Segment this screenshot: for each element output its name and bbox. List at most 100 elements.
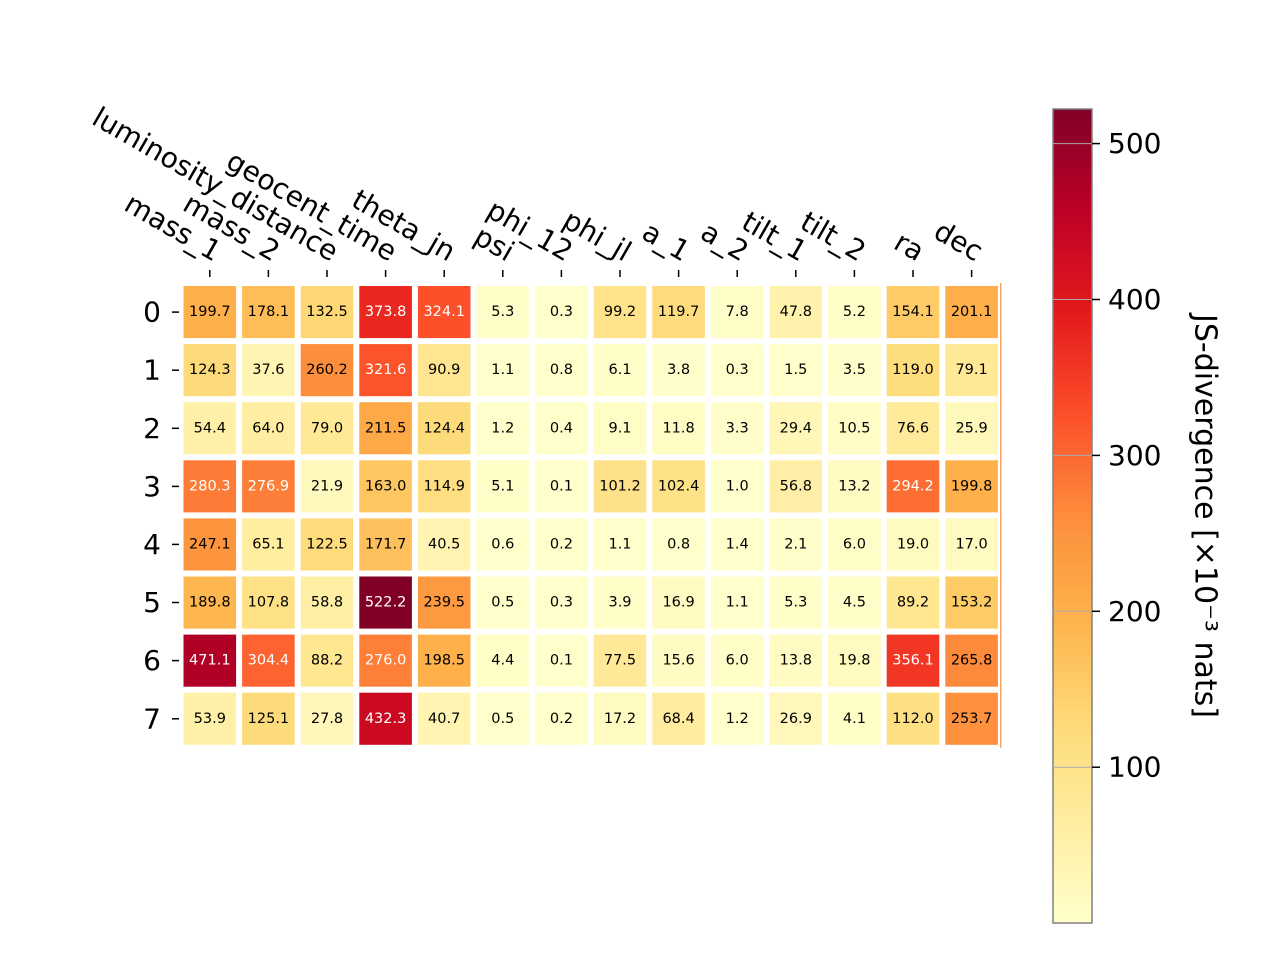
heatmap-cell bbox=[652, 576, 705, 629]
cell-value-label: 13.2 bbox=[838, 478, 870, 494]
cell-value-label: 1.1 bbox=[726, 595, 749, 611]
heatmap-cell bbox=[535, 344, 588, 397]
cell-value-label: 68.4 bbox=[662, 711, 694, 727]
heatmap-cell bbox=[476, 344, 530, 397]
heatmap-cell bbox=[886, 634, 940, 687]
heatmap-cell bbox=[183, 576, 237, 629]
heatmap-cell bbox=[886, 460, 940, 513]
heatmap-cell bbox=[769, 460, 823, 513]
heatmap-cell bbox=[593, 402, 647, 455]
colorbar-tick-label: 300 bbox=[1108, 439, 1161, 472]
cell-value-label: 0.4 bbox=[550, 420, 573, 436]
column-label: a_1 bbox=[637, 215, 696, 268]
cell-value-label: 432.3 bbox=[365, 711, 407, 727]
cell-value-label: 3.3 bbox=[726, 420, 749, 436]
cell-value-label: 37.6 bbox=[252, 362, 284, 378]
heatmap-cell bbox=[300, 634, 354, 687]
row-label: 3 bbox=[143, 470, 161, 503]
heatmap-cell bbox=[417, 460, 471, 513]
heatmap-cell bbox=[242, 518, 295, 571]
row-label: 2 bbox=[143, 412, 161, 445]
heatmap-cell bbox=[417, 576, 471, 629]
cell-value-label: 26.9 bbox=[780, 711, 812, 727]
cell-value-label: 122.5 bbox=[306, 536, 348, 552]
row-label: 0 bbox=[143, 296, 161, 329]
heatmap-cell bbox=[300, 518, 354, 571]
cell-value-label: 1.5 bbox=[784, 362, 807, 378]
heatmap-cell bbox=[828, 518, 881, 571]
heatmap-cell bbox=[476, 460, 530, 513]
cell-value-label: 265.8 bbox=[951, 653, 993, 669]
colorbar-tick-label: 400 bbox=[1108, 283, 1161, 316]
heatmap-cell bbox=[769, 634, 823, 687]
cell-value-label: 7.8 bbox=[726, 304, 749, 320]
cell-value-label: 54.4 bbox=[194, 420, 226, 436]
cell-value-label: 3.9 bbox=[608, 595, 631, 611]
heatmap-cell bbox=[886, 286, 940, 339]
cell-value-label: 53.9 bbox=[194, 711, 226, 727]
heatmap-cell bbox=[710, 634, 764, 687]
cell-value-label: 4.4 bbox=[491, 653, 514, 669]
cell-value-label: 356.1 bbox=[892, 653, 934, 669]
cell-value-label: 107.8 bbox=[248, 595, 290, 611]
heatmap-cell bbox=[300, 692, 354, 745]
heatmap-cell bbox=[828, 692, 881, 745]
heatmap-cell bbox=[242, 402, 295, 455]
cell-value-label: 89.2 bbox=[897, 595, 929, 611]
colorbar-tick-label: 100 bbox=[1108, 751, 1161, 784]
cell-value-label: 76.6 bbox=[897, 420, 929, 436]
heatmap-cell bbox=[535, 518, 588, 571]
heatmap-cell bbox=[769, 518, 823, 571]
heatmap-cell bbox=[242, 286, 295, 339]
cell-value-label: 77.5 bbox=[604, 653, 636, 669]
heatmap-cell bbox=[652, 402, 705, 455]
cell-value-label: 6.1 bbox=[608, 362, 631, 378]
heatmap-cell bbox=[183, 692, 237, 745]
cell-value-label: 58.8 bbox=[311, 595, 343, 611]
heatmap-cell bbox=[242, 576, 295, 629]
cell-value-label: 1.1 bbox=[491, 362, 514, 378]
cell-value-label: 1.2 bbox=[491, 420, 514, 436]
cell-value-label: 3.5 bbox=[843, 362, 866, 378]
heatmap-cell bbox=[652, 692, 705, 745]
cell-value-label: 0.8 bbox=[667, 536, 690, 552]
cell-value-label: 19.0 bbox=[897, 536, 929, 552]
heatmap-cell bbox=[359, 402, 412, 455]
row-label: 1 bbox=[143, 354, 161, 387]
cell-value-label: 1.4 bbox=[726, 536, 749, 552]
cell-value-label: 25.9 bbox=[955, 420, 987, 436]
cell-value-label: 171.7 bbox=[365, 536, 407, 552]
cell-value-label: 65.1 bbox=[252, 536, 284, 552]
cell-value-label: 47.8 bbox=[780, 304, 812, 320]
cell-value-label: 5.3 bbox=[491, 304, 514, 320]
row-label: 4 bbox=[143, 528, 161, 561]
column-label: phi_jl bbox=[557, 203, 637, 268]
heatmap-cell bbox=[593, 518, 647, 571]
cell-value-label: 324.1 bbox=[423, 304, 465, 320]
cell-value-label: 5.2 bbox=[843, 304, 866, 320]
cell-value-label: 99.2 bbox=[604, 304, 636, 320]
cell-value-label: 88.2 bbox=[311, 653, 343, 669]
colorbar-gradient bbox=[1052, 108, 1093, 924]
cell-value-label: 6.0 bbox=[843, 536, 866, 552]
cell-value-label: 522.2 bbox=[365, 595, 407, 611]
cell-value-label: 119.7 bbox=[658, 304, 700, 320]
heatmap-cell bbox=[828, 460, 881, 513]
heatmap-cell bbox=[828, 576, 881, 629]
cell-value-label: 56.8 bbox=[780, 478, 812, 494]
colorbar-label: JS-divergence [×10⁻³ nats] bbox=[1188, 312, 1223, 718]
cell-value-label: 9.1 bbox=[608, 420, 631, 436]
heatmap-cell bbox=[945, 286, 998, 339]
heatmap-cell bbox=[828, 634, 881, 687]
colorbar: 100 200 300 400 500 JS-divergence [×10⁻³ nat… bbox=[1052, 108, 1223, 924]
heatmap-cell bbox=[359, 286, 412, 339]
heatmap-cell bbox=[593, 286, 647, 339]
cell-value-label: 101.2 bbox=[599, 478, 641, 494]
heatmap-cell bbox=[710, 460, 764, 513]
colorbar-ticks: 100 200 300 400 500 bbox=[1053, 127, 1161, 784]
heatmap-cell bbox=[476, 576, 530, 629]
heatmap-cell bbox=[652, 286, 705, 339]
heatmap-cell bbox=[593, 460, 647, 513]
heatmap-cell bbox=[242, 692, 295, 745]
